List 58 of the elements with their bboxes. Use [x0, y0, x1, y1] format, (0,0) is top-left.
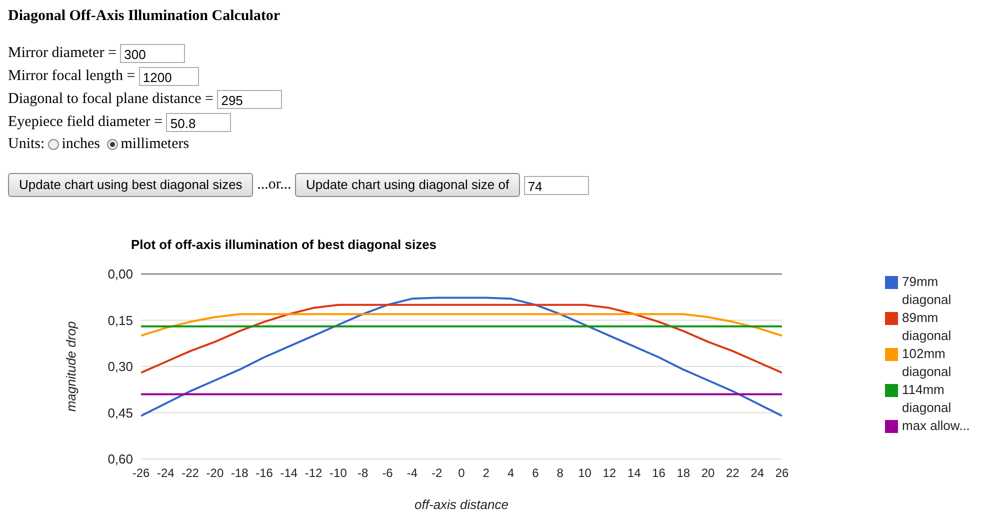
x-tick-label: -24	[156, 466, 175, 480]
x-tick-label: -16	[256, 466, 274, 480]
text: 300	[120, 44, 186, 63]
text: Eyepiece field diameter =	[8, 114, 163, 130]
text: Diagonal to focal plane distance =	[8, 90, 214, 107]
y-tick-label: 0,15	[108, 312, 133, 328]
x-tick-label: -4	[406, 466, 418, 480]
x-tick-label: 16	[652, 466, 666, 480]
text: inches	[62, 136, 100, 152]
x-tick-label: -26	[132, 466, 150, 480]
text: ...or...	[257, 176, 292, 192]
x-tick-label: 8	[556, 466, 564, 480]
x-tick-label: 2	[482, 466, 490, 480]
text: millimeters	[120, 136, 190, 152]
x-tick-label: 4	[507, 466, 514, 480]
x-tick-label: 20	[701, 466, 716, 480]
y-tick-label: 0,30	[108, 359, 133, 374]
x-tick-label: -20	[206, 466, 224, 480]
x-tick-label: 12	[602, 466, 616, 480]
text: Mirror focal length =	[8, 68, 136, 84]
x-tick-label: 0	[458, 466, 466, 480]
x-tick-label: -8	[358, 466, 369, 480]
x-tick-label: 22	[726, 466, 740, 480]
x-tick-label: -14	[280, 466, 298, 480]
line-series	[141, 296, 782, 417]
x-tick-label: 14	[627, 466, 642, 480]
y-tick-label: 0,00	[108, 266, 133, 282]
x-axis-title: off-axis distance	[414, 497, 508, 512]
text: Update chart using best diagonal sizes	[8, 173, 254, 197]
x-tick-label: -6	[382, 466, 394, 480]
x-tick-label: -10	[330, 466, 348, 480]
x-tick-label: 18	[676, 466, 690, 480]
y-tick-label: 0,45	[108, 405, 133, 420]
legend-label: 102mm diagonal	[902, 345, 952, 381]
text: Diagonal Off-Axis Illumination Calculator	[8, 8, 282, 26]
text: Mirror diameter =	[8, 44, 116, 61]
x-tick-label: -2	[432, 466, 443, 480]
x-tick-label: 6	[532, 466, 540, 480]
x-tick-label: -12	[304, 466, 323, 480]
text: 295	[217, 90, 282, 109]
legend-label: 89mm diagonal	[902, 309, 952, 345]
y-tick-label: 0,60	[108, 452, 133, 467]
x-tick-label: 26	[775, 466, 789, 480]
text: 50.8	[166, 113, 232, 132]
legend-label: 79mm diagonal	[902, 273, 952, 309]
legend-label: max allow...	[902, 417, 970, 435]
text: 74	[524, 176, 589, 194]
x-tick-label: -22	[182, 466, 200, 480]
y-axis-title: magnitude drop	[64, 321, 79, 412]
chart-title: Plot of off-axis illumination of best diagonal sizes	[131, 237, 437, 252]
line-series	[141, 313, 782, 337]
x-tick-label: 24	[750, 466, 764, 480]
text: Update chart using diagonal size of	[294, 173, 520, 197]
text: Units:	[8, 136, 45, 152]
line-series	[141, 304, 782, 374]
x-tick-label: -18	[230, 466, 249, 480]
text: 1200	[138, 67, 199, 86]
x-tick-label: 10	[578, 466, 592, 480]
